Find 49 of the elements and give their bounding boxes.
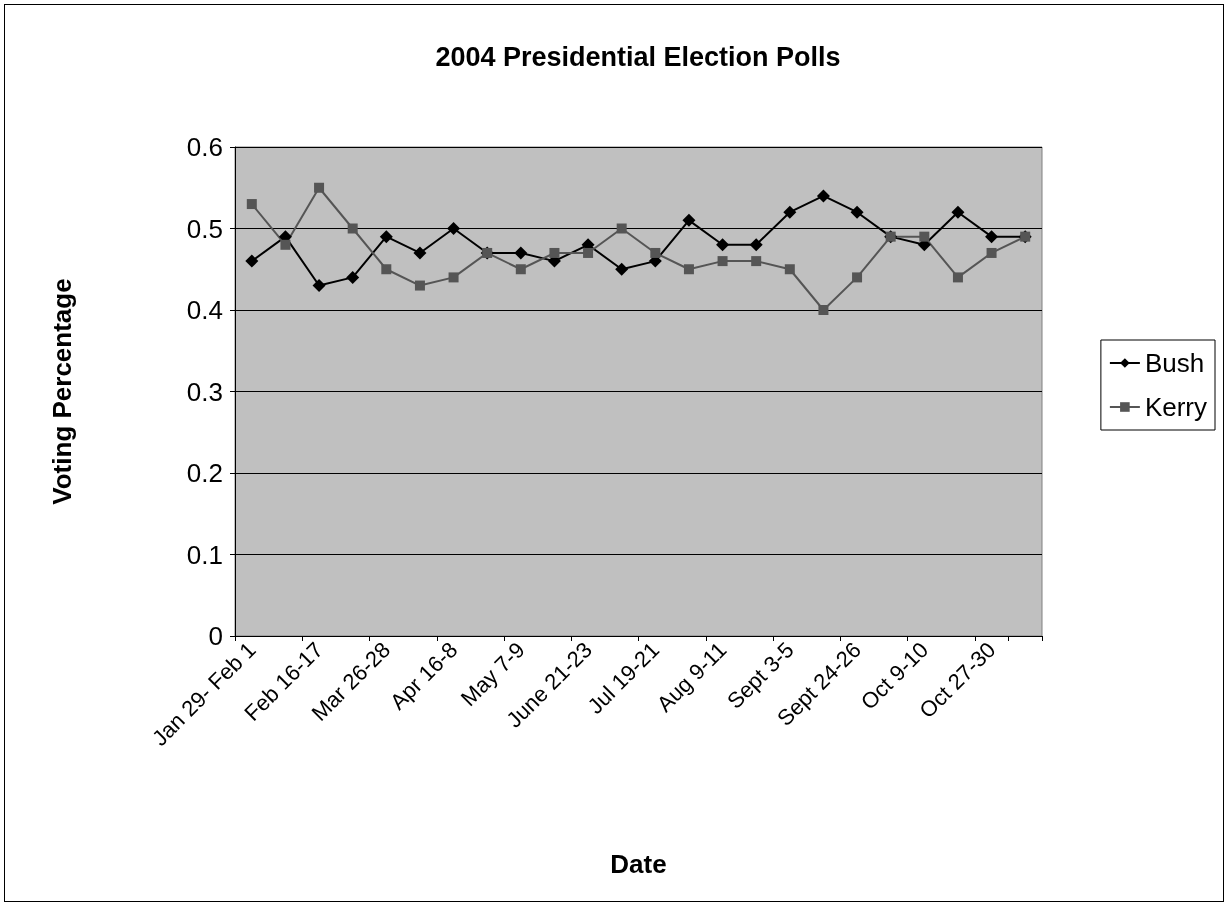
point [414, 280, 425, 291]
point [952, 272, 963, 283]
point [951, 205, 965, 219]
point [347, 223, 358, 234]
point [515, 264, 526, 275]
y-tick-label: 0.2 [186, 458, 223, 488]
point [717, 256, 728, 267]
point [919, 231, 930, 242]
point [346, 270, 360, 284]
point [413, 246, 427, 260]
point [985, 230, 999, 244]
point [280, 239, 291, 250]
point [616, 223, 627, 234]
legend-label: Kerry [1144, 392, 1208, 422]
point [583, 247, 594, 258]
point [784, 264, 795, 275]
x-axis-title: Date [610, 849, 667, 879]
point [381, 264, 392, 275]
point [245, 254, 259, 268]
y-tick-label: 0.3 [186, 376, 223, 407]
y-tick-label: 0.4 [186, 295, 223, 325]
point [986, 247, 997, 258]
y-tick-label: 0.6 [186, 132, 223, 162]
point [852, 272, 863, 283]
point [615, 262, 629, 276]
point [818, 305, 829, 315]
point [447, 222, 461, 235]
y-axis-title: Voting Percentage [47, 278, 77, 505]
point [716, 238, 730, 252]
point [448, 272, 459, 283]
point [683, 264, 694, 275]
y-tick-label: 0.1 [186, 539, 223, 570]
point [682, 213, 696, 227]
chart-title: 2004 Presidential Election Polls [435, 41, 841, 72]
point [514, 246, 528, 260]
point [312, 279, 326, 293]
legend-label: Bush [1144, 348, 1205, 378]
point [314, 182, 325, 193]
point [379, 230, 393, 244]
point [549, 247, 560, 258]
y-tick-label: 0 [208, 621, 223, 651]
point [749, 238, 763, 252]
point [783, 205, 797, 219]
point [751, 256, 762, 267]
point [246, 199, 257, 210]
y-tick-label: 0.5 [186, 213, 223, 244]
point [816, 189, 830, 203]
point [650, 247, 661, 258]
point [850, 205, 864, 219]
